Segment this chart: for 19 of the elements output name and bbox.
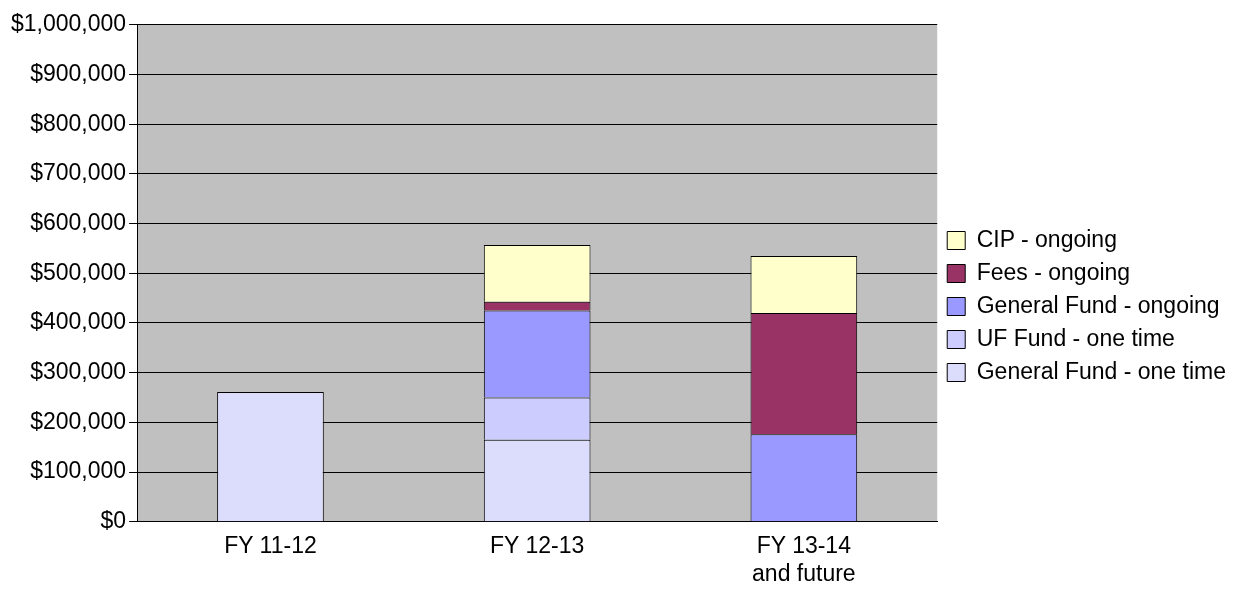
y-tick-label: $500,000 [30,258,127,285]
y-tick-label: $800,000 [30,109,127,136]
y-tick-label: $300,000 [30,358,127,385]
y-tick-label: $100,000 [30,457,127,484]
legend-label: General Fund - one time [976,357,1226,384]
legend-label: CIP - ongoing [976,225,1117,252]
y-tick-label: $700,000 [30,159,127,186]
y-tick-label: $0 [100,507,127,534]
y-tick-label: $200,000 [30,407,127,434]
y-tick-label: $900,000 [30,59,127,86]
legend-label: Fees - ongoing [976,258,1131,285]
y-tick-label: $400,000 [30,308,127,335]
y-tick-label: $1,000,000 [10,10,127,37]
legend-label: General Fund - ongoing [976,291,1220,318]
x-tick-label: FY 12-13 [490,531,585,558]
x-tick-label: FY 11-12 [224,531,317,558]
y-tick-label: $600,000 [30,208,127,235]
legend-label: UF Fund - one time [976,324,1175,351]
x-tick-label: FY 13-14 and future [752,531,856,586]
